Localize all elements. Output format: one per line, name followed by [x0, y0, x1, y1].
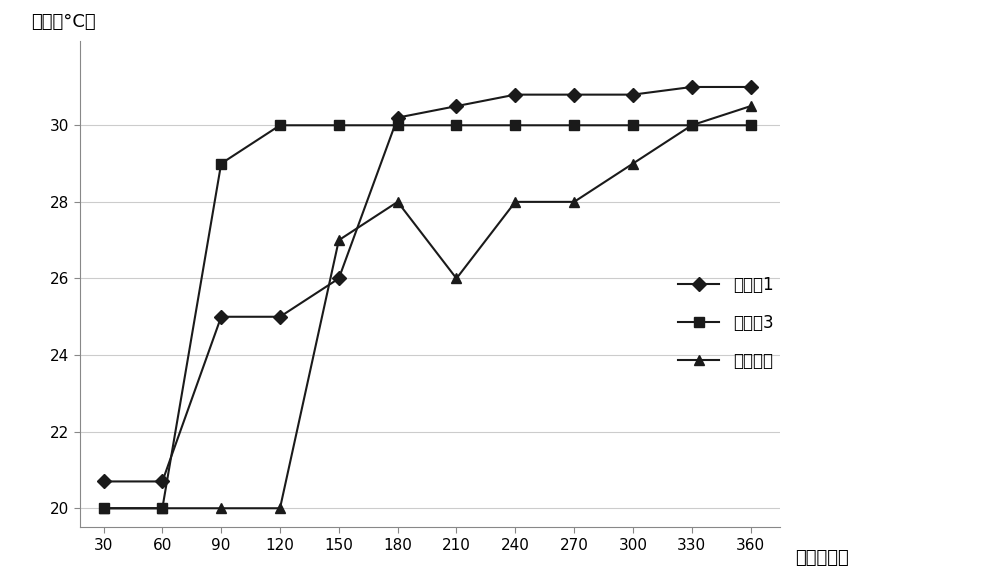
实施例3: [274, 122, 286, 129]
实施例3: [98, 505, 110, 512]
Line: 实施例1: 实施例1: [99, 82, 755, 486]
实施例1: [568, 91, 580, 98]
实施例3: [686, 122, 698, 129]
Line: 现有技术: 现有技术: [99, 101, 755, 513]
实施例1: [627, 91, 639, 98]
实施例1: [745, 83, 757, 90]
现有技术: [568, 198, 580, 205]
实施例3: [333, 122, 345, 129]
实施例3: [156, 505, 168, 512]
实施例3: [392, 122, 404, 129]
现有技术: [509, 198, 521, 205]
X-axis label: 时间（秒）: 时间（秒）: [795, 549, 849, 567]
实施例3: [745, 122, 757, 129]
实施例1: [98, 478, 110, 485]
现有技术: [392, 198, 404, 205]
实施例1: [274, 314, 286, 321]
实施例1: [686, 83, 698, 90]
现有技术: [333, 237, 345, 244]
实施例1: [333, 275, 345, 282]
Y-axis label: 温度（°C）: 温度（°C）: [31, 13, 96, 31]
现有技术: [274, 505, 286, 512]
实施例1: [450, 103, 462, 110]
现有技术: [156, 505, 168, 512]
实施例3: [215, 160, 227, 167]
现有技术: [686, 122, 698, 129]
现有技术: [627, 160, 639, 167]
实施例1: [509, 91, 521, 98]
Legend: 实施例1, 实施例3, 现有技术: 实施例1, 实施例3, 现有技术: [671, 270, 780, 377]
现有技术: [215, 505, 227, 512]
现有技术: [98, 505, 110, 512]
实施例3: [509, 122, 521, 129]
实施例1: [215, 314, 227, 321]
Line: 实施例3: 实施例3: [99, 120, 755, 513]
实施例3: [627, 122, 639, 129]
实施例1: [392, 114, 404, 121]
实施例3: [568, 122, 580, 129]
实施例1: [156, 478, 168, 485]
实施例3: [450, 122, 462, 129]
现有技术: [745, 103, 757, 110]
现有技术: [450, 275, 462, 282]
